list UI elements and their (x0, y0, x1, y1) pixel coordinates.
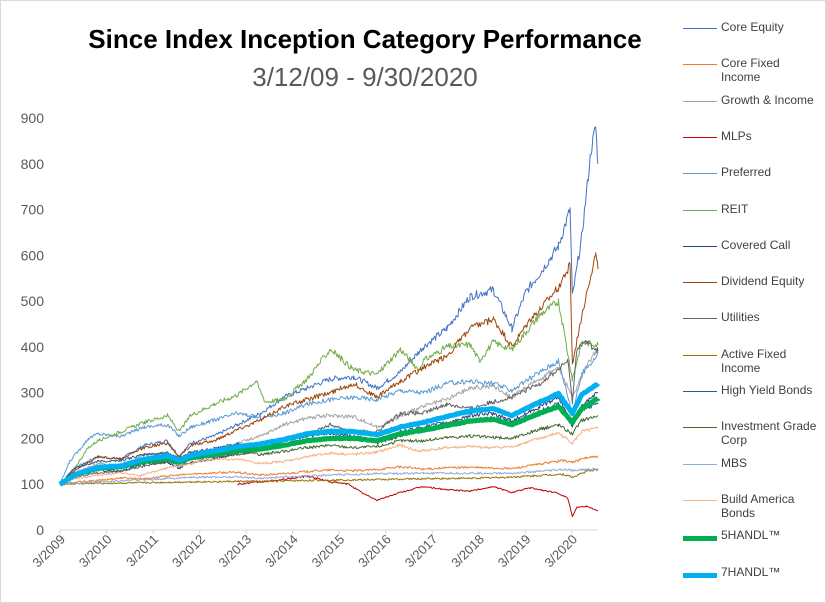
legend-item: MBS (683, 456, 823, 488)
x-tick-label: 3/2019 (495, 532, 534, 571)
series-line (59, 351, 599, 485)
y-tick-label: 900 (21, 110, 45, 126)
legend-swatch (683, 28, 717, 29)
x-tick-label: 3/2017 (402, 532, 441, 571)
legend-item: Core Fixed Income (683, 56, 823, 88)
legend-swatch (683, 536, 717, 542)
legend-label: High Yield Bonds (721, 383, 813, 397)
legend-label: 7HANDL™ (721, 564, 781, 579)
x-tick-label: 3/2013 (216, 532, 255, 571)
series-line (59, 252, 599, 486)
legend-item: Utilities (683, 310, 823, 342)
x-tick-label: 3/2010 (76, 532, 115, 571)
legend-label: Active Fixed Income (721, 346, 787, 375)
legend-swatch (683, 391, 717, 392)
legend-item: Active Fixed Income (683, 347, 823, 379)
legend-item: Covered Call (683, 238, 823, 270)
series-line (59, 468, 599, 486)
x-tick-label: 3/2015 (309, 532, 348, 571)
legend-label: Core Equity (721, 20, 784, 34)
series-line (59, 126, 599, 485)
legend-label: Dividend Equity (721, 274, 805, 289)
x-tick-label: 3/2012 (169, 532, 208, 571)
y-tick-label: 800 (21, 156, 45, 172)
legend-label: Build America Bonds (721, 491, 795, 520)
legend-item: Preferred (683, 165, 823, 197)
legend-item: Growth & Income (683, 93, 823, 125)
legend-label: Investment Grade Corp (721, 419, 817, 448)
legend-item: 7HANDL™ (683, 565, 823, 597)
legend-swatch (683, 318, 717, 320)
chart-subtitle: 3/12/09 - 9/30/2020 (252, 62, 478, 92)
y-tick-label: 700 (21, 202, 45, 218)
legend-label: Utilities (721, 310, 760, 325)
legend-label: 5HANDL™ (721, 528, 781, 543)
x-tick-label: 3/2016 (355, 532, 394, 571)
x-axis: 3/2009 3/2010 3/2011 3/2012 3/2013 3/2014 3/20… (29, 530, 580, 570)
legend-item: Core Equity (683, 20, 823, 52)
legend-swatch (683, 282, 717, 284)
y-tick-label: 100 (21, 476, 45, 492)
y-tick-label: 400 (21, 339, 45, 355)
x-tick-label: 3/2014 (262, 532, 301, 571)
legend-item: MLPs (683, 129, 823, 161)
legend-swatch (683, 209, 717, 211)
legend-label: Core Fixed Income (721, 56, 780, 85)
legend-label: Preferred (721, 165, 772, 180)
legend-swatch (683, 100, 717, 102)
legend-item: REIT (683, 202, 823, 234)
legend-label: MLPs (721, 128, 752, 143)
x-tick-label: 3/2020 (541, 532, 580, 571)
legend-item: Dividend Equity (683, 274, 823, 306)
series-line (59, 298, 599, 485)
y-axis: 0 100 200 300 400 500 600 700 800 900 (21, 110, 45, 538)
legend-label: MBS (721, 455, 748, 470)
y-tick-label: 600 (21, 247, 45, 263)
legend-label: REIT (721, 201, 749, 216)
series-line (59, 467, 599, 486)
legend-item: 5HANDL™ (683, 528, 823, 560)
y-tick-label: 500 (21, 293, 45, 309)
series-line (59, 455, 599, 486)
legend-swatch (683, 173, 717, 175)
series-line (59, 426, 599, 485)
x-tick-label: 3/2018 (448, 532, 487, 571)
legend-item: Build America Bonds (683, 492, 823, 524)
legend-swatch (683, 427, 717, 429)
series-line (237, 475, 598, 517)
legend-item: High Yield Bonds (683, 383, 823, 415)
legend-swatch (683, 245, 717, 247)
x-tick-label: 3/2009 (29, 532, 68, 571)
legend-label: Growth & Income (721, 92, 814, 107)
series-line (58, 381, 601, 487)
chart-title: Since Index Inception Category Performan… (88, 24, 642, 54)
legend-swatch (683, 64, 717, 66)
x-tick-label: 3/2011 (123, 532, 161, 570)
y-tick-label: 0 (36, 522, 44, 538)
legend-swatch (683, 354, 717, 356)
legend-swatch (683, 463, 717, 465)
legend-swatch (683, 572, 717, 578)
legend-label: Covered Call (721, 237, 791, 252)
legend-swatch (683, 136, 717, 138)
legend-item: Investment Grade Corp (683, 419, 823, 451)
series-lines (58, 126, 601, 517)
y-tick-label: 200 (21, 430, 45, 446)
series-line (59, 339, 599, 485)
y-tick-label: 300 (21, 385, 45, 401)
legend-swatch (683, 499, 717, 501)
